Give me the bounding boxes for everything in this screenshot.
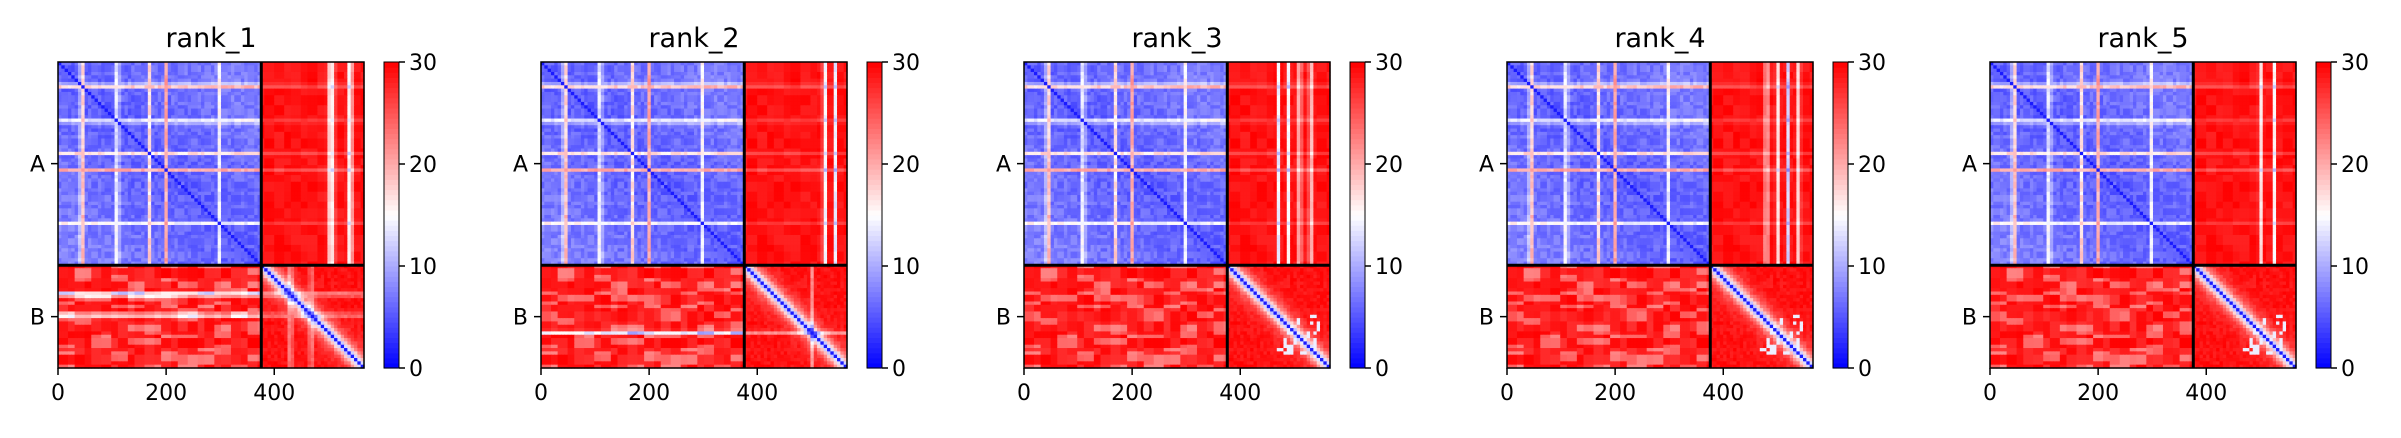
pae-heatmap (58, 62, 365, 369)
